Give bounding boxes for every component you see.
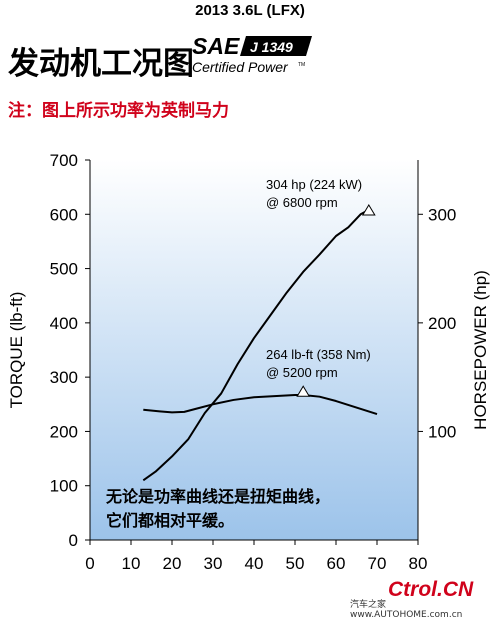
x-tick-label: 70 <box>368 554 387 573</box>
annotation-sublabel: @ 6800 rpm <box>266 195 338 210</box>
sae-badge <box>240 36 312 56</box>
peak-marker <box>296 385 311 397</box>
y-tick-label-left: 600 <box>50 205 78 224</box>
engine-model-label: 2013 3.6L (LFX) <box>195 2 305 19</box>
x-tick-label: 50 <box>286 554 305 573</box>
y-tick-label-left: 400 <box>50 314 78 333</box>
axes: 0 10 20 30 40 50 60 70 80 0 100 200 300 400 500 600 700 1… <box>50 151 457 573</box>
y-axis-title-left: TORQUE (lb-ft) <box>7 292 26 409</box>
y-tick-label-left: 300 <box>50 368 78 387</box>
x-tick-label: 60 <box>327 554 346 573</box>
annotation-sublabel: @ 5200 rpm <box>266 365 338 380</box>
sae-logo-text: SAE <box>192 33 240 59</box>
y-tick-label-right: 100 <box>428 422 456 441</box>
x-tick-label: 40 <box>245 554 264 573</box>
chart-caption-line-2: 它们都相对平缓。 <box>106 511 234 530</box>
x-tick-label: 20 <box>163 554 182 573</box>
y-tick-label-left: 100 <box>50 477 78 496</box>
chart-caption-line-1: 无论是功率曲线还是扭矩曲线， <box>105 487 330 506</box>
plot-area <box>90 160 418 540</box>
x-tick-label: 10 <box>122 554 141 573</box>
peak-marker <box>361 203 376 216</box>
torque-curve <box>143 394 378 416</box>
x-tick-label: 30 <box>204 554 223 573</box>
annotation-label: 304 hp (224 kW) <box>266 177 362 192</box>
annotation-label: 264 lb-ft (358 Nm) <box>266 347 371 362</box>
watermark-site: 汽车之家 www.AUTOHOME.com.cn <box>350 600 463 620</box>
sae-logo: SAE J 1349 Certified Power TM <box>192 33 312 75</box>
page-title: 发动机工况图 <box>8 46 194 82</box>
sae-tm-text: TM <box>298 62 305 68</box>
x-tick-label: 0 <box>85 554 94 573</box>
sae-standard-text: J 1349 <box>250 39 293 55</box>
series-layer <box>142 209 378 482</box>
y-tick-label-left: 700 <box>50 151 78 170</box>
y-tick-label-left: 200 <box>50 422 78 441</box>
x-tick-label: 80 <box>409 554 428 573</box>
y-tick-label-left: 500 <box>50 260 78 279</box>
y-tick-label-left: 0 <box>69 531 78 550</box>
unit-note: 注：图上所示功率为英制马力 <box>8 101 229 121</box>
y-tick-label-right: 300 <box>428 205 456 224</box>
y-axis-title-right: HORSEPOWER (hp) <box>471 270 490 430</box>
y-tick-label-right: 200 <box>428 314 456 333</box>
annotation-layer: 304 hp (224 kW) @ 6800 rpm 264 lb-ft (358 … <box>266 177 376 397</box>
horsepower-curve <box>142 209 370 482</box>
sae-certified-text: Certified Power <box>192 59 289 75</box>
watermark-brand: Ctrol.CN <box>388 578 474 601</box>
